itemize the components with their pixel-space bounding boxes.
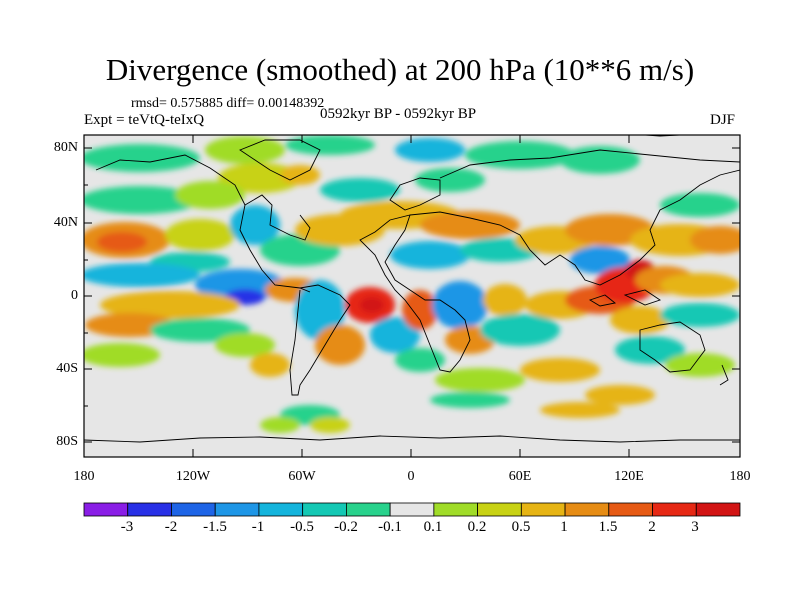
field-greenland	[218, 163, 302, 193]
lon-label-180w: 180	[73, 469, 95, 484]
colorbar-label: -2	[164, 519, 178, 535]
colorbar-swatch	[433, 502, 479, 517]
colorbar-swatch	[520, 502, 566, 517]
experiment-label: Expt = teVtQ-teIxQ	[84, 112, 205, 128]
colorbar-swatch	[608, 502, 653, 517]
lon-label-180e: 180	[729, 469, 751, 484]
field-arctic-west	[84, 144, 200, 172]
colorbar-swatch	[127, 502, 172, 517]
colorbar-swatch	[83, 502, 129, 517]
map-title: Divergence (smoothed) at 200 hPa (10**6 …	[105, 52, 695, 87]
lat-label-40s: 40S	[56, 361, 78, 376]
field-siberia-north	[465, 141, 575, 169]
colorbar-label: -1.5	[203, 519, 227, 535]
lon-label-60e: 60E	[508, 469, 532, 484]
season-label: DJF	[710, 112, 736, 128]
colorbar-label: 1	[560, 519, 568, 535]
field-greenland-north	[205, 136, 285, 164]
colorbar-swatch	[652, 502, 697, 517]
lon-label-120e: 120E	[614, 469, 644, 484]
colorbar-label: -1	[251, 519, 265, 535]
field-north-pacific-east	[690, 226, 740, 254]
lon-ticks	[192, 135, 630, 457]
colorbar-label: -0.5	[290, 519, 314, 535]
lat-ticks	[84, 147, 740, 443]
period-label: 0592kyr BP - 0592kyr BP	[320, 106, 477, 122]
colorbar-label: 3	[691, 519, 699, 535]
colorbar-swatch	[477, 502, 522, 517]
colorbar-swatch	[345, 502, 391, 517]
colorbar-label: 0.5	[511, 519, 531, 535]
lat-label-80s: 80S	[56, 434, 78, 449]
colorbar-label: 2	[648, 519, 656, 535]
colorbar-label: 1.5	[598, 519, 618, 535]
colorbar-swatch	[258, 502, 304, 517]
colorbar	[83, 502, 741, 517]
lat-label-eq: 0	[71, 288, 78, 303]
field-south-america	[295, 280, 345, 340]
field-africa	[432, 281, 488, 329]
divergence-field	[84, 135, 740, 457]
colorbar-swatch	[695, 502, 741, 517]
colorbar-swatch	[564, 502, 610, 517]
field-arctic-center	[285, 135, 375, 155]
field-north-atlantic	[320, 178, 400, 202]
colorbar-label: -0.2	[334, 519, 358, 535]
field-arctic-east	[395, 138, 465, 162]
lon-label-120w: 120W	[175, 469, 211, 484]
colorbar-swatch	[389, 502, 435, 517]
colorbar-swatch	[214, 502, 260, 517]
field-north-africa	[390, 241, 470, 269]
colorbar-label: -3	[120, 519, 134, 535]
lat-label-40n: 40N	[53, 215, 78, 230]
colorbar-label: 0.2	[467, 519, 487, 535]
lon-label-0: 0	[407, 469, 415, 484]
colorbar-label: 0.1	[423, 519, 443, 535]
colorbar-swatch	[171, 502, 216, 517]
colorbar-swatch	[302, 502, 347, 517]
lat-label-80n: 80N	[53, 140, 78, 155]
stats-text: rmsd= 0.575885 diff= 0.00148392	[131, 96, 325, 111]
colorbar-label: -0.1	[378, 519, 402, 535]
field-tropical-pacific	[84, 263, 200, 287]
lon-label-60w: 60W	[288, 469, 316, 484]
